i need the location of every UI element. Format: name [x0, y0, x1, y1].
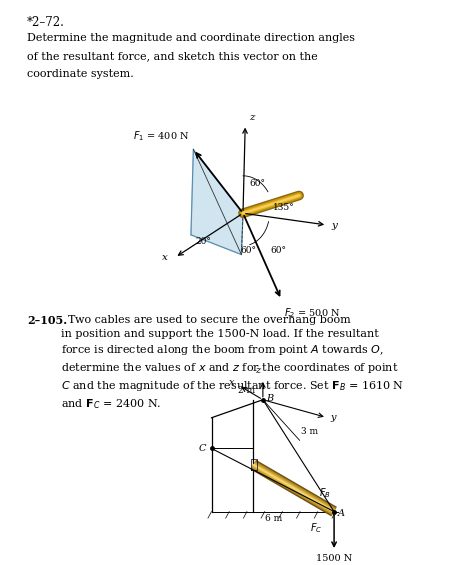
Text: 2 m: 2 m [238, 386, 255, 396]
Text: B: B [266, 394, 273, 403]
Text: 3 m: 3 m [301, 427, 318, 436]
Text: 60°: 60° [250, 179, 265, 188]
Text: 6 m: 6 m [265, 514, 283, 523]
Text: of the resultant force, and sketch this vector on the: of the resultant force, and sketch this … [27, 51, 318, 61]
Text: y: y [330, 413, 336, 422]
Text: $F_B$: $F_B$ [319, 486, 330, 499]
Text: *2–72.: *2–72. [27, 16, 65, 29]
Text: y: y [331, 220, 337, 229]
Text: z: z [249, 113, 254, 122]
Text: 60°: 60° [240, 246, 256, 255]
Polygon shape [191, 149, 243, 255]
Text: 135°: 135° [273, 203, 295, 212]
Text: $F_C$: $F_C$ [310, 521, 322, 535]
Text: $F_2$ = 500 N: $F_2$ = 500 N [283, 306, 340, 320]
Text: Determine the magnitude and coordinate direction angles: Determine the magnitude and coordinate d… [27, 33, 355, 43]
Text: x: x [229, 377, 234, 386]
Text: 60°: 60° [271, 246, 287, 255]
Text: z: z [255, 366, 261, 375]
Text: $F_1$ = 400 N: $F_1$ = 400 N [133, 129, 189, 143]
Text: A: A [337, 509, 345, 518]
Text: Two cables are used to secure the overhang boom
in position and support the 1500: Two cables are used to secure the overha… [61, 315, 404, 411]
Text: 20°: 20° [196, 237, 212, 246]
Text: 2–105.: 2–105. [27, 315, 67, 327]
Text: C: C [199, 444, 206, 453]
Text: coordinate system.: coordinate system. [27, 69, 134, 79]
Text: 1500 N: 1500 N [316, 554, 352, 563]
Text: x: x [163, 253, 168, 262]
